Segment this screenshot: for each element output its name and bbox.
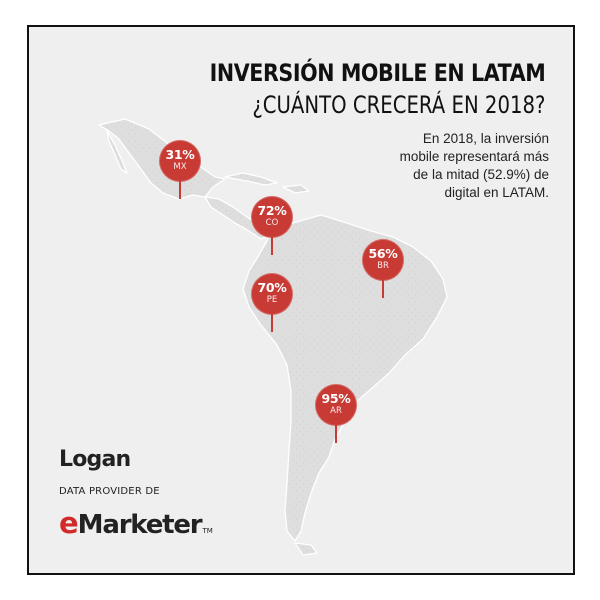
pin-mexico: 31% MX — [159, 140, 203, 200]
pin-bubble: 95% AR — [315, 384, 357, 426]
page-subtitle: ¿CUÁNTO CRECERÁ EN 2018? — [251, 91, 545, 119]
latam-map — [98, 118, 448, 556]
pin-country-code: MX — [173, 162, 187, 172]
pin-bubble: 72% CO — [251, 196, 293, 238]
pin-stem — [335, 425, 337, 443]
cuba-shape — [224, 172, 278, 186]
pin-country-code: AR — [330, 406, 342, 416]
pin-argentina: 95% AR — [315, 384, 359, 444]
emarketer-logo-text: Marketer — [77, 510, 203, 540]
hispaniola-shape — [282, 184, 310, 194]
land-shapes — [98, 118, 448, 556]
pin-value: 72% — [257, 203, 287, 218]
description-text: En 2018, la inversión mobile representar… — [399, 131, 549, 200]
pin-value: 70% — [257, 280, 287, 295]
pin-value: 95% — [321, 391, 351, 406]
infographic-frame: INVERSIÓN MOBILE EN LATAM ¿CUÁNTO CRECER… — [27, 25, 575, 575]
emarketer-logo: eMarketerTM — [59, 506, 213, 540]
branding-block: Logan DATA PROVIDER DE eMarketerTM — [59, 447, 213, 538]
pin-bubble: 56% BR — [362, 239, 404, 281]
pin-country-code: CO — [265, 218, 279, 228]
pin-bubble: 70% PE — [251, 273, 293, 315]
pin-country-code: BR — [377, 261, 389, 271]
south-america-shape — [242, 214, 448, 542]
pin-stem — [382, 280, 384, 298]
data-provider-label: DATA PROVIDER DE — [59, 486, 160, 497]
emarketer-logo-e: e — [59, 506, 79, 540]
pin-brazil: 56% BR — [362, 239, 406, 299]
logan-logo: Logan — [59, 447, 131, 472]
pin-stem — [179, 181, 181, 199]
pin-value: 56% — [368, 246, 398, 261]
pin-peru: 70% PE — [251, 273, 295, 333]
pin-value: 31% — [165, 147, 195, 162]
pin-stem — [271, 237, 273, 255]
baja-peninsula-shape — [106, 130, 128, 174]
trademark-mark: TM — [202, 527, 213, 535]
page-title: INVERSIÓN MOBILE EN LATAM — [209, 59, 545, 87]
tierra-del-fuego-shape — [294, 542, 318, 556]
pin-stem — [271, 314, 273, 332]
pin-country-code: PE — [266, 295, 278, 305]
pin-colombia: 72% CO — [251, 196, 295, 256]
pin-bubble: 31% MX — [159, 140, 201, 182]
